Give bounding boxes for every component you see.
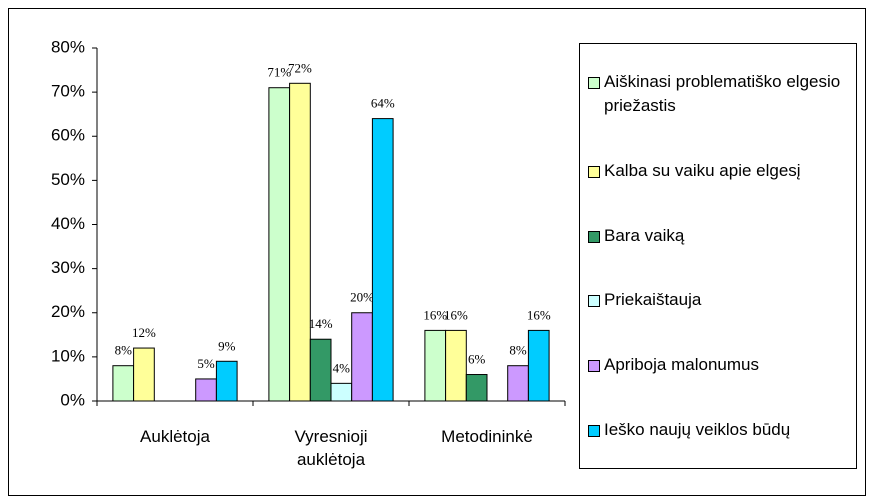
legend-swatch (588, 165, 600, 178)
data-label: 8% (115, 343, 133, 358)
legend: Aiškinasi problematiško elgesio priežast… (580, 44, 856, 468)
bar (371, 118, 394, 402)
bar (289, 82, 311, 402)
bar (133, 347, 155, 402)
bar (330, 382, 353, 402)
bar (465, 374, 488, 402)
legend-entry: Priekaištauja (580, 288, 856, 312)
legend-entry: Apriboja malonumus (580, 353, 856, 377)
bar (268, 87, 291, 402)
data-label: 12% (132, 325, 156, 340)
bar (215, 360, 238, 402)
legend-border (579, 43, 857, 469)
legend-label: Priekaištauja (604, 290, 702, 310)
data-label: 14% (309, 316, 333, 331)
legend-entry: Kalba su vaiku apie elgesį (580, 159, 856, 183)
y-tick-label: 60% (51, 126, 85, 145)
data-label: 71% (267, 65, 291, 80)
legend-swatch (588, 77, 600, 90)
bar (351, 312, 373, 402)
legend-label: Ieško naujų veiklos būdų (604, 419, 791, 439)
data-label: 64% (371, 96, 395, 111)
bar (424, 329, 447, 402)
data-label: 16% (444, 307, 468, 322)
y-tick-label: 80% (51, 37, 85, 56)
bar (445, 329, 467, 402)
y-tick-label: 70% (51, 82, 85, 101)
y-tick-label: 30% (51, 258, 85, 277)
legend-swatch (588, 424, 600, 437)
y-tick-label: 50% (51, 170, 85, 189)
data-label: 20% (350, 290, 374, 305)
legend-label: Bara vaiką (604, 225, 685, 245)
legend-swatch (588, 359, 600, 372)
data-label: 5% (197, 356, 215, 371)
legend-entry: Aiškinasi problematiško elgesio priežast… (580, 70, 856, 118)
legend-entry: Ieško naujų veiklos būdų (580, 418, 856, 442)
x-tick-label: Metodininkė (441, 427, 533, 446)
legend-label: Kalba su vaiku apie elgesį (604, 160, 801, 180)
data-label: 16% (423, 307, 447, 322)
data-label: 4% (333, 360, 351, 375)
legend-entry: Bara vaiką (580, 224, 856, 248)
x-tick-label: Auklėtoja (140, 427, 210, 446)
legend-swatch (588, 295, 600, 308)
bar (112, 365, 135, 402)
y-tick-label: 10% (51, 346, 85, 365)
data-label: 72% (288, 60, 312, 75)
legend-swatch (588, 230, 600, 243)
data-label: 9% (218, 338, 236, 353)
legend-label: Aiškinasi problematiško elgesio priežast… (604, 72, 841, 116)
y-tick-label: 20% (51, 302, 85, 321)
chart-border (8, 8, 866, 496)
bar (507, 365, 529, 402)
bar (309, 338, 332, 402)
bar (527, 329, 550, 402)
legend-label: Apriboja malonumus (604, 354, 759, 374)
data-label: 16% (527, 307, 551, 322)
bar (195, 378, 217, 402)
y-tick-label: 40% (51, 214, 85, 233)
data-label: 8% (509, 343, 527, 358)
data-label: 6% (468, 352, 486, 367)
x-tick-label: Vyresnioji auklėtoja (294, 427, 368, 469)
y-tick-label: 0% (60, 390, 85, 409)
